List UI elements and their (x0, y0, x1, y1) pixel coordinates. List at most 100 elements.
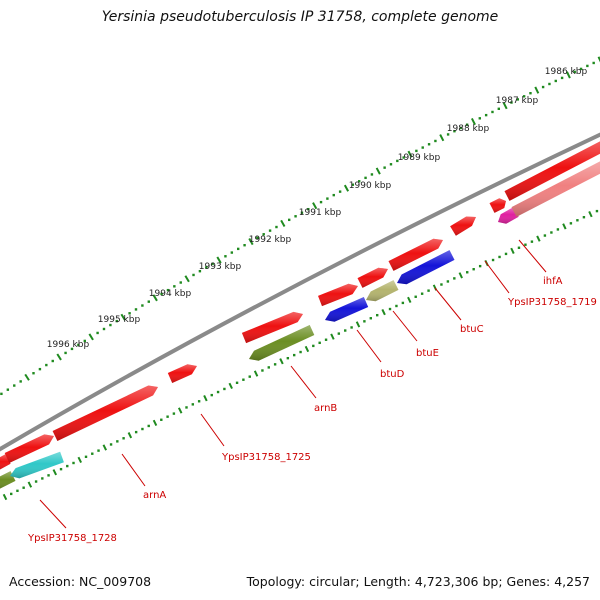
scale-label: 1996 kbp (47, 340, 90, 350)
inner-dot (498, 255, 501, 259)
inner-dot (147, 424, 150, 428)
scale-dot (256, 236, 259, 240)
inner-dot (261, 369, 264, 372)
inner-dot (293, 353, 296, 357)
inner-dot (543, 234, 547, 237)
scale-dot (224, 255, 227, 258)
scale-label: 1990 kbp (349, 181, 392, 191)
scale-dot (383, 166, 386, 169)
scale-dot (102, 327, 106, 331)
inner-dot (491, 258, 495, 262)
inner-dot (10, 492, 13, 496)
inner-dot (109, 443, 113, 446)
scale-dot (560, 76, 564, 80)
gene-label-btuD[interactable]: btuD (380, 369, 405, 380)
scale-dot (160, 292, 163, 296)
scale-dot (351, 183, 355, 186)
inner-dot (312, 344, 315, 348)
scale-dot-major (312, 202, 318, 210)
inner-dot (569, 222, 573, 225)
gene-shading (498, 207, 519, 224)
scale-dot (38, 367, 42, 371)
inner-dot (446, 280, 450, 283)
callout-line (484, 260, 510, 294)
scale-dot-major (407, 150, 413, 158)
inner-dot (242, 378, 245, 381)
scale-dot-major (343, 184, 350, 192)
inner-dot-major (562, 223, 567, 230)
gene-label-ihfA[interactable]: ihfA (543, 276, 563, 287)
scale-dot (370, 173, 374, 176)
callout-line (121, 453, 146, 487)
scale-dot (45, 363, 48, 367)
gene-shading (318, 283, 358, 307)
scale-dot-major (280, 219, 286, 227)
gene-label-arnA[interactable]: arnA (143, 490, 166, 501)
callout-line (39, 499, 67, 529)
inner-dot (556, 228, 560, 231)
scale-dot (294, 215, 297, 218)
gene-label-YpsIP31758_1719[interactable]: YpsIP31758_1719 (507, 297, 597, 308)
gene-shading (504, 141, 600, 201)
scale-dot (243, 244, 246, 247)
scale-dot (179, 281, 182, 284)
gene-label-arnB[interactable]: arnB (314, 403, 337, 414)
gene-label-btuE[interactable]: btuE (416, 348, 439, 359)
scale-dot (300, 211, 304, 214)
gene-label-btuC[interactable]: btuC (460, 324, 484, 335)
inner-dot (122, 437, 125, 440)
map-title: Yersinia pseudotuberculosis IP 31758, co… (101, 9, 499, 25)
inner-dot-major (588, 211, 593, 218)
scale-ticks (0, 56, 600, 396)
inner-dot (41, 477, 44, 480)
inner-dot-major (536, 235, 541, 242)
scale-dot (446, 133, 450, 136)
gene-shading (511, 161, 600, 217)
inner-dot (524, 243, 527, 246)
scale-dot (262, 233, 265, 236)
inner-dot (116, 440, 119, 443)
genome-backbone (0, 132, 600, 452)
inner-dot-major (381, 308, 386, 316)
scale-dot-major (439, 134, 445, 142)
gene-shading (357, 267, 388, 288)
inner-dot-major (330, 333, 335, 340)
scale-dot (83, 339, 86, 343)
inner-dot (595, 209, 599, 213)
scale-dot-major (248, 238, 254, 246)
inner-dot (318, 341, 321, 345)
accession-label: Accession: NC_009708 (9, 574, 152, 589)
scale-dot (77, 343, 80, 347)
inner-dot-major (203, 395, 208, 402)
inner-dot (97, 449, 100, 452)
scale-dot (211, 262, 214, 265)
gene-label-YpsIP31758_1728[interactable]: YpsIP31758_1728 (27, 533, 117, 544)
inner-dot (267, 366, 270, 369)
scale-dot (275, 225, 278, 229)
gene-shading (366, 280, 399, 302)
inner-dot (197, 400, 201, 403)
scale-dot-major (24, 373, 30, 381)
inner-dot (248, 375, 251, 378)
inner-dot (576, 219, 579, 222)
scale-dot (205, 266, 208, 269)
inner-dot (216, 390, 220, 394)
scale-dot (338, 190, 342, 193)
inner-dot (273, 363, 277, 366)
scale-dot-major (375, 167, 381, 175)
inner-dot-major (127, 432, 133, 439)
inner-ticks (2, 209, 599, 501)
scale-dot (484, 113, 488, 117)
inner-dot (388, 307, 392, 311)
gene-label-YpsIP31758_1725[interactable]: YpsIP31758_1725 (221, 452, 311, 463)
gene-shading (325, 297, 369, 322)
gene-shading (52, 385, 158, 441)
callout-line (518, 239, 547, 273)
inner-dot (582, 216, 586, 219)
inner-dot-major (458, 272, 463, 279)
inner-dot-major (407, 296, 412, 303)
inner-dot (299, 350, 302, 354)
scale-dot (579, 67, 583, 71)
gene-shading (450, 216, 476, 236)
inner-dot (395, 304, 398, 308)
